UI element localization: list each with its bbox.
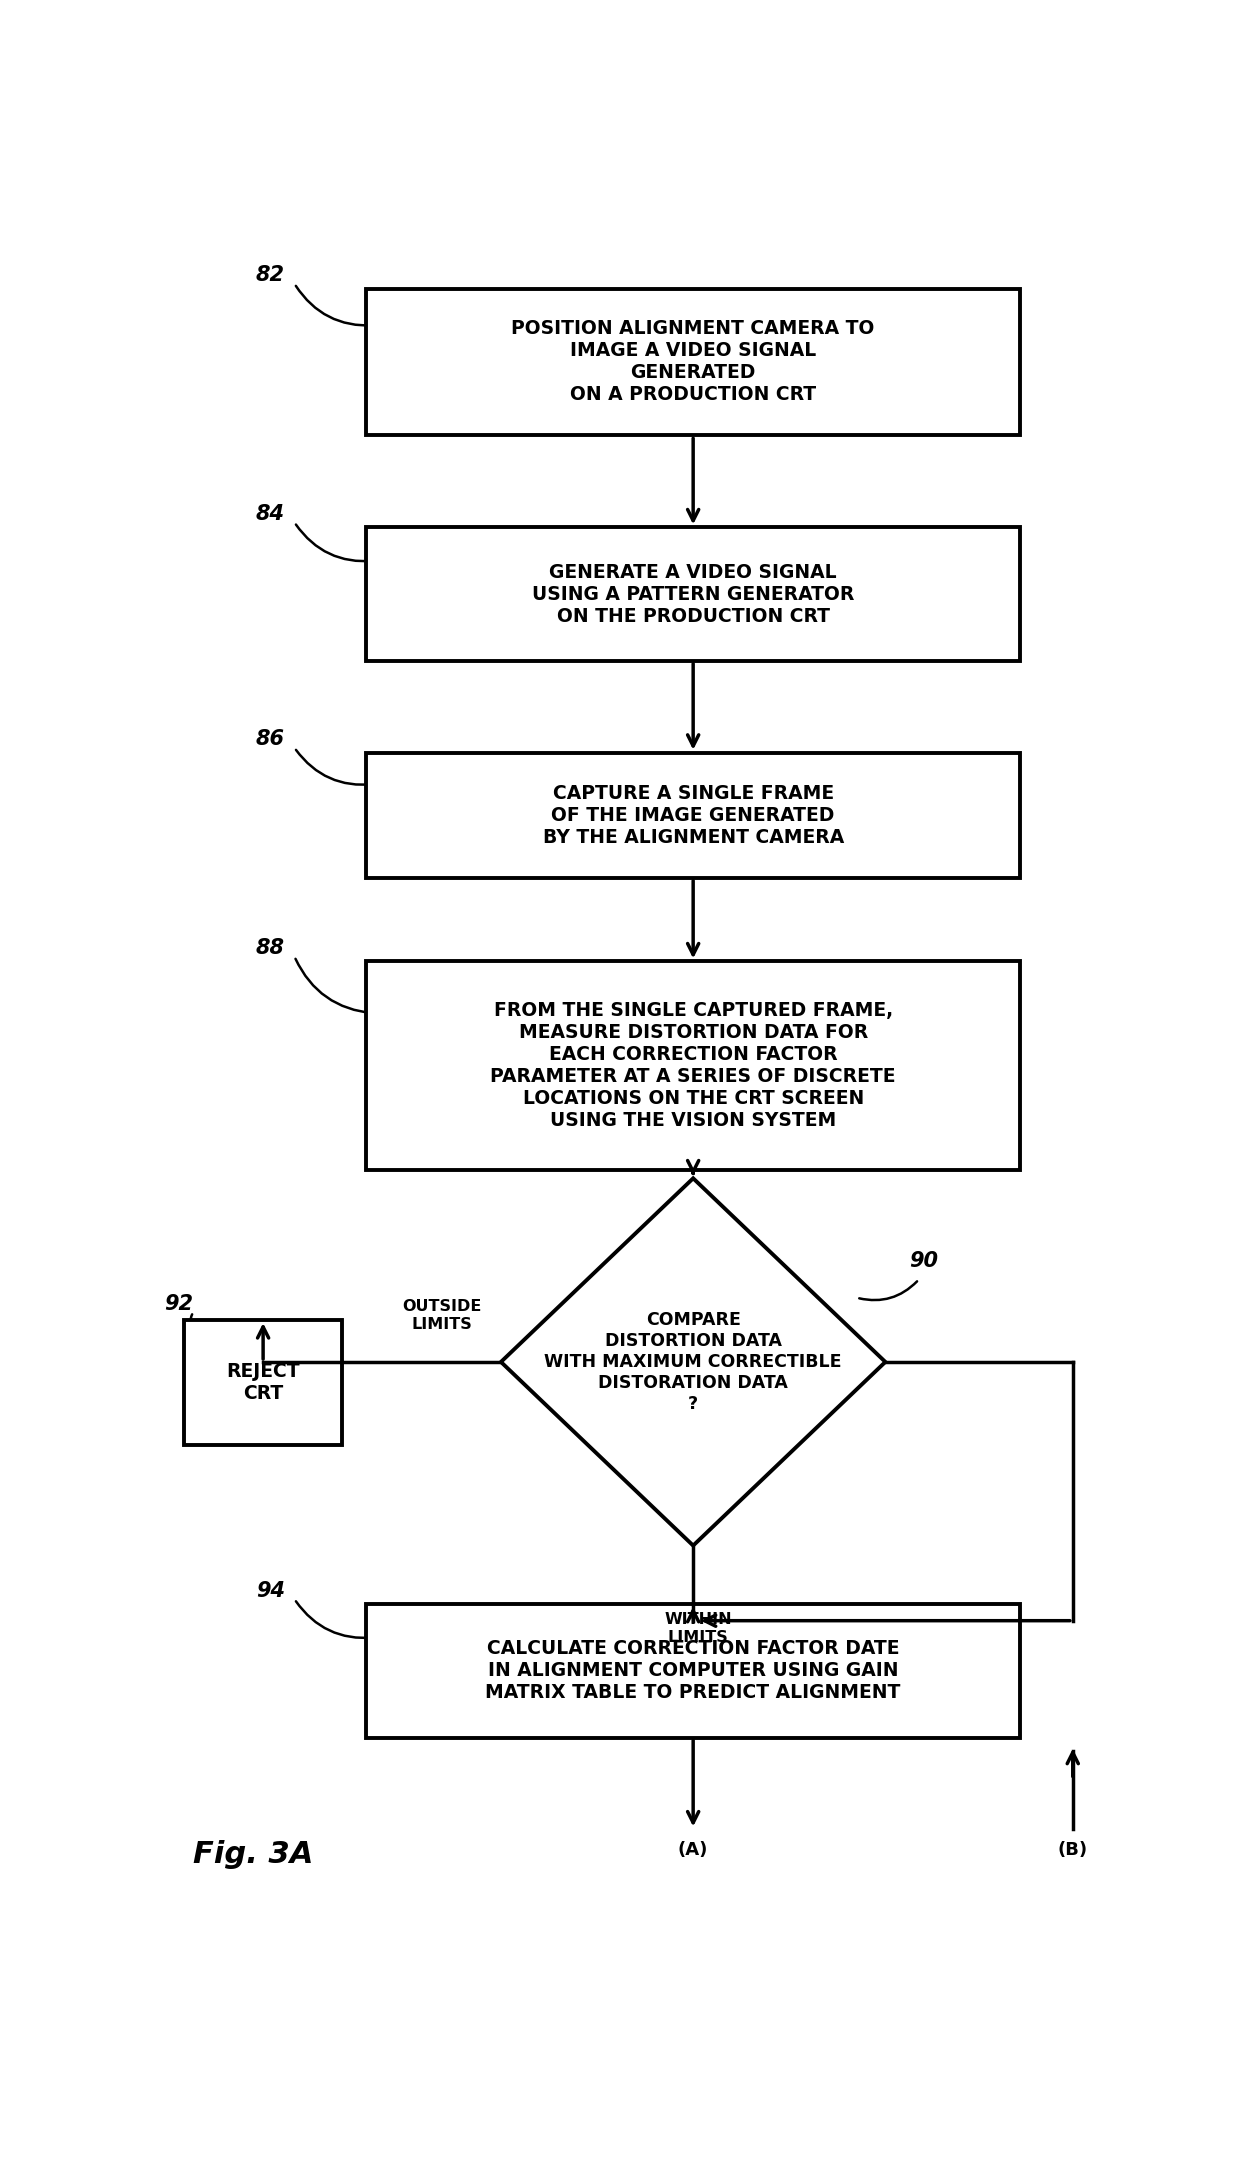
Text: 90: 90	[909, 1251, 939, 1270]
Text: FROM THE SINGLE CAPTURED FRAME,
MEASURE DISTORTION DATA FOR
EACH CORRECTION FACT: FROM THE SINGLE CAPTURED FRAME, MEASURE …	[490, 1002, 897, 1130]
Text: 88: 88	[255, 939, 285, 958]
Text: OUTSIDE
LIMITS: OUTSIDE LIMITS	[402, 1299, 481, 1331]
Text: 82: 82	[255, 264, 285, 286]
FancyBboxPatch shape	[367, 527, 1019, 661]
FancyBboxPatch shape	[367, 288, 1019, 436]
Text: COMPARE
DISTORTION DATA
WITH MAXIMUM CORRECTIBLE
DISTORATION DATA
?: COMPARE DISTORTION DATA WITH MAXIMUM COR…	[544, 1312, 842, 1414]
Polygon shape	[501, 1179, 885, 1546]
Text: CAPTURE A SINGLE FRAME
OF THE IMAGE GENERATED
BY THE ALIGNMENT CAMERA: CAPTURE A SINGLE FRAME OF THE IMAGE GENE…	[543, 783, 843, 848]
Text: 86: 86	[255, 728, 285, 750]
Text: CALCULATE CORRECTION FACTOR DATE
IN ALIGNMENT COMPUTER USING GAIN
MATRIX TABLE T: CALCULATE CORRECTION FACTOR DATE IN ALIG…	[486, 1639, 900, 1702]
Text: WITHIN
LIMITS: WITHIN LIMITS	[665, 1613, 732, 1646]
Text: GENERATE A VIDEO SIGNAL
USING A PATTERN GENERATOR
ON THE PRODUCTION CRT: GENERATE A VIDEO SIGNAL USING A PATTERN …	[532, 562, 854, 627]
Text: Fig. 3A: Fig. 3A	[193, 1841, 314, 1869]
Text: REJECT
CRT: REJECT CRT	[226, 1362, 300, 1403]
FancyBboxPatch shape	[184, 1320, 342, 1446]
Text: 94: 94	[255, 1580, 285, 1600]
Text: 84: 84	[255, 503, 285, 525]
Text: (B): (B)	[1058, 1841, 1087, 1858]
Text: (A): (A)	[678, 1841, 708, 1858]
FancyBboxPatch shape	[367, 752, 1019, 878]
FancyBboxPatch shape	[367, 1604, 1019, 1737]
FancyBboxPatch shape	[367, 960, 1019, 1171]
Text: POSITION ALIGNMENT CAMERA TO
IMAGE A VIDEO SIGNAL
GENERATED
ON A PRODUCTION CRT: POSITION ALIGNMENT CAMERA TO IMAGE A VID…	[511, 319, 875, 405]
Text: 92: 92	[165, 1294, 193, 1314]
